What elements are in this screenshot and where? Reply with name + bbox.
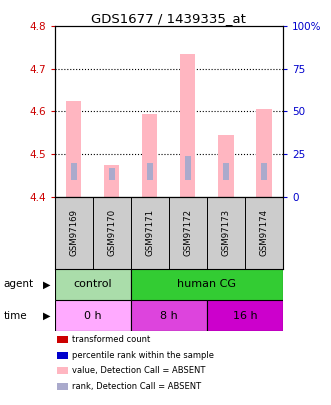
Bar	[131, 269, 283, 300]
Text: 0 h: 0 h	[84, 311, 102, 321]
Text: transformed count: transformed count	[72, 335, 150, 344]
Title: GDS1677 / 1439335_at: GDS1677 / 1439335_at	[91, 12, 246, 25]
Bar	[180, 54, 195, 196]
Bar	[142, 113, 158, 196]
Bar	[104, 165, 119, 196]
Bar	[57, 352, 68, 359]
Text: ▶: ▶	[43, 311, 51, 321]
Text: GSM97174: GSM97174	[260, 209, 268, 256]
Bar	[55, 300, 131, 331]
Bar	[147, 163, 153, 179]
Text: GSM97170: GSM97170	[107, 209, 116, 256]
Text: GSM97172: GSM97172	[183, 209, 192, 256]
Bar	[57, 367, 68, 374]
Bar	[57, 383, 68, 390]
Bar	[71, 163, 76, 179]
Text: GSM97169: GSM97169	[69, 209, 78, 256]
Bar	[207, 300, 283, 331]
Bar	[218, 135, 234, 196]
Bar	[57, 336, 68, 343]
Text: time: time	[3, 311, 27, 321]
Text: 16 h: 16 h	[233, 311, 257, 321]
Text: human CG: human CG	[177, 279, 236, 289]
Bar	[185, 156, 191, 179]
Text: GSM97173: GSM97173	[221, 209, 230, 256]
Bar	[55, 269, 131, 300]
Bar	[109, 168, 115, 179]
Text: rank, Detection Call = ABSENT: rank, Detection Call = ABSENT	[72, 382, 201, 391]
Text: GSM97171: GSM97171	[145, 209, 154, 256]
Bar	[223, 163, 229, 179]
Text: agent: agent	[3, 279, 33, 289]
Text: value, Detection Call = ABSENT: value, Detection Call = ABSENT	[72, 366, 205, 375]
Text: ▶: ▶	[43, 279, 51, 289]
Text: 8 h: 8 h	[160, 311, 178, 321]
Bar	[66, 101, 81, 196]
Bar	[261, 163, 267, 179]
Bar	[257, 109, 272, 196]
Text: control: control	[73, 279, 112, 289]
Bar	[131, 300, 207, 331]
Text: percentile rank within the sample: percentile rank within the sample	[72, 351, 214, 360]
